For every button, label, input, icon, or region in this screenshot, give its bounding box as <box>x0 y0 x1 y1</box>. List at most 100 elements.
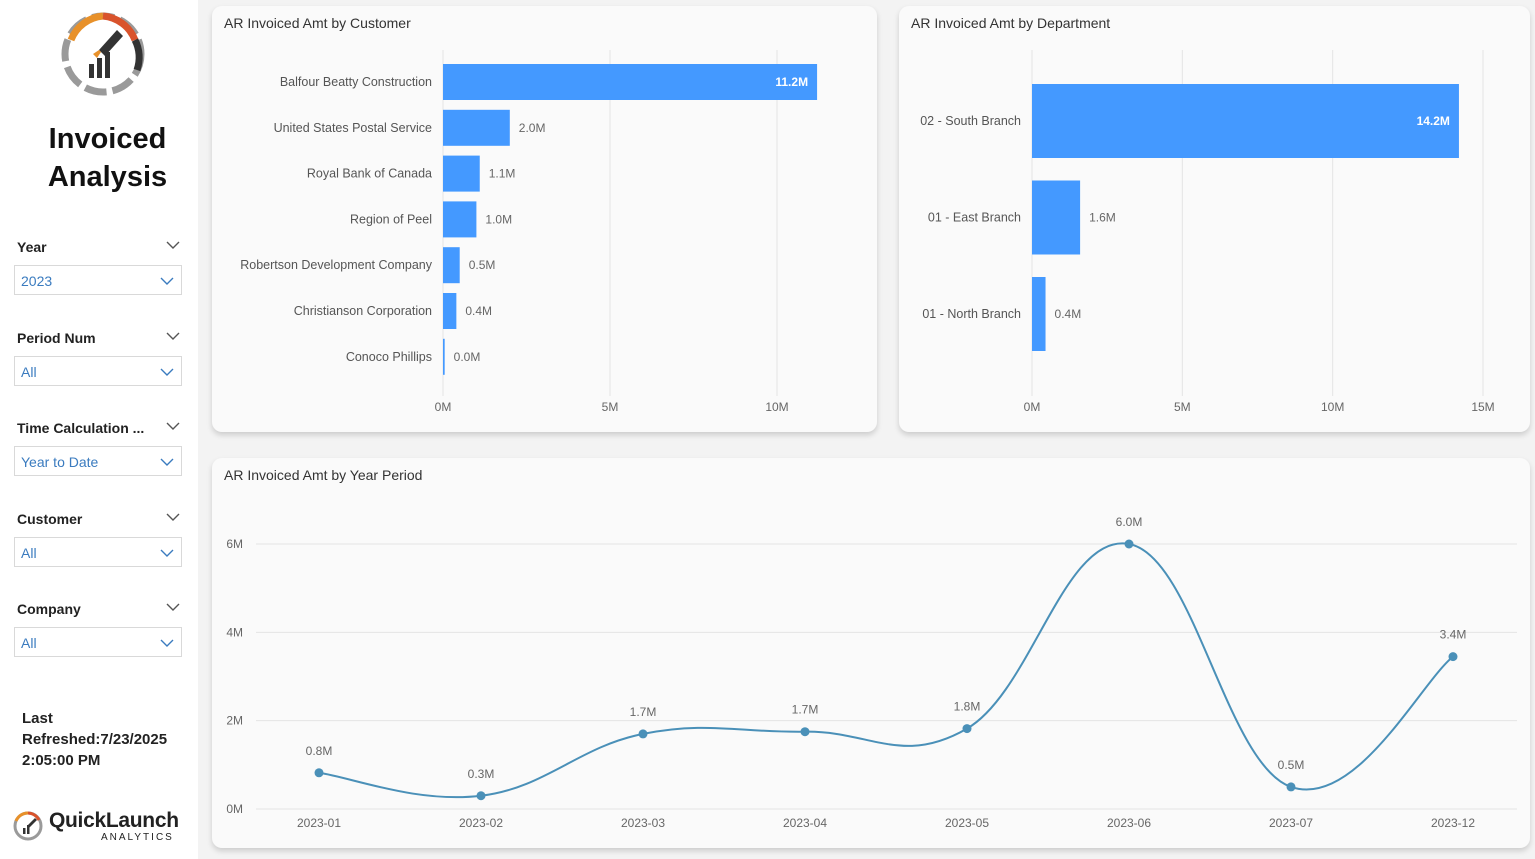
data-label: 1.6M <box>1089 211 1116 225</box>
chevron-down-icon <box>160 549 174 557</box>
x-tick-label: 2023-01 <box>297 816 341 830</box>
refreshed-line2: Refreshed:7/23/2025 <box>22 731 168 748</box>
category-label: 01 - East Branch <box>928 211 1021 225</box>
customer-bar-chart: 0M 5M 10M Balfour Beatty Construction 11.2M U… <box>240 50 818 414</box>
data-point <box>1124 539 1134 549</box>
data-label: 11.2M <box>775 75 808 89</box>
category-label: Balfour Beatty Construction <box>280 75 432 89</box>
data-point <box>638 729 648 739</box>
category-label: Region of Peel <box>350 212 432 226</box>
year-period-line-chart-card: AR Invoiced Amt by Year Period 0M 2M 4M 6M 0… <box>212 458 1530 848</box>
data-label: 1.8M <box>954 700 981 714</box>
data-label: 1.7M <box>630 705 657 719</box>
data-point <box>1448 652 1458 662</box>
chevron-down-icon[interactable] <box>166 240 180 250</box>
company-slicer-label: Company <box>17 601 81 617</box>
department-bar-chart-card: AR Invoiced Amt by Department 0M 5M 10M 15M… <box>899 6 1530 432</box>
data-label: 0.5M <box>1278 758 1305 772</box>
customer-chart-title: AR Invoiced Amt by Customer <box>224 15 411 31</box>
filter-sidebar: Invoiced Analysis Year 2023 Period Num A… <box>0 0 198 859</box>
x-tick-label: 10M <box>1321 400 1344 414</box>
data-label: 1.0M <box>485 212 512 226</box>
data-point <box>962 724 972 734</box>
year-slicer-label: Year <box>17 239 47 255</box>
data-label: 0.4M <box>1055 307 1082 321</box>
x-tick-label: 5M <box>1174 400 1191 414</box>
series-line <box>318 542 1454 799</box>
x-tick-label: 2023-02 <box>459 816 503 830</box>
data-label: 14.2M <box>1417 114 1450 128</box>
category-label: Robertson Development Company <box>240 258 433 272</box>
year-dropdown-value: 2023 <box>21 273 53 289</box>
bar <box>443 155 480 192</box>
chevron-down-icon[interactable] <box>166 331 180 341</box>
brand-logo: QuickLaunch ANALYTICS <box>12 806 192 846</box>
chevron-down-icon <box>160 639 174 647</box>
data-label: 3.4M <box>1440 628 1467 642</box>
bar <box>443 247 460 284</box>
data-label: 0.5M <box>469 258 496 272</box>
data-label: 2.0M <box>519 121 546 135</box>
rocket-logo-icon <box>13 811 43 841</box>
rocket-logo-icon <box>61 12 145 96</box>
data-label: 1.7M <box>792 703 819 717</box>
category-label: Christianson Corporation <box>294 304 432 318</box>
company-dropdown-value: All <box>21 635 37 651</box>
chevron-down-icon <box>160 277 174 285</box>
bar <box>443 109 510 146</box>
last-refreshed-text: Last Refreshed:7/23/2025 2:05:00 PM <box>22 708 192 771</box>
year-period-line-chart: 0M 2M 4M 6M 0.8M 2023-01 0.3M 2023-02 1.7M 2023-0… <box>226 515 1517 830</box>
bar <box>1032 277 1046 351</box>
data-label: 1.1M <box>489 167 516 181</box>
y-tick-label: 2M <box>226 714 243 728</box>
refreshed-line3: 2:05:00 PM <box>22 752 101 769</box>
bar <box>443 201 477 238</box>
page-title-line2: Analysis <box>47 161 168 193</box>
x-tick-label: 2023-04 <box>783 816 827 830</box>
customer-bar-chart-card: AR Invoiced Amt by Customer 0M 5M 10M Balfo… <box>212 6 877 432</box>
data-label: 0.8M <box>306 744 333 758</box>
company-dropdown[interactable]: All <box>14 627 182 657</box>
x-tick-label: 2023-06 <box>1107 816 1151 830</box>
chevron-down-icon <box>160 458 174 466</box>
time-calculation-dropdown[interactable]: Year to Date <box>14 446 182 476</box>
time-calculation-dropdown-value: Year to Date <box>21 454 99 470</box>
x-tick-label: 0M <box>435 400 452 414</box>
chevron-down-icon[interactable] <box>166 421 180 431</box>
period-num-slicer-label: Period Num <box>17 330 96 346</box>
bar <box>443 293 457 329</box>
data-point <box>476 791 486 801</box>
y-tick-label: 4M <box>226 625 243 639</box>
chevron-down-icon <box>160 368 174 376</box>
x-tick-label: 5M <box>602 400 619 414</box>
bar <box>1032 84 1459 158</box>
y-tick-label: 6M <box>226 537 243 551</box>
y-tick-label: 0M <box>226 802 243 816</box>
page-title-line1: Invoiced <box>48 123 167 155</box>
period-num-dropdown-value: All <box>21 364 37 380</box>
refreshed-line1: Last <box>22 710 53 727</box>
data-label: 0.0M <box>454 350 481 364</box>
x-tick-label: 15M <box>1471 400 1494 414</box>
period-num-dropdown[interactable]: All <box>14 356 182 386</box>
customer-dropdown-value: All <box>21 545 37 561</box>
brand-name: QuickLaunch <box>49 809 179 832</box>
brand-subtitle: ANALYTICS <box>101 832 174 843</box>
customer-dropdown[interactable]: All <box>14 537 182 567</box>
category-label: Conoco Phillips <box>346 350 432 364</box>
year-dropdown[interactable]: 2023 <box>14 265 182 295</box>
chevron-down-icon[interactable] <box>166 512 180 522</box>
x-tick-label: 2023-12 <box>1431 816 1475 830</box>
time-calculation-slicer-label: Time Calculation ... <box>17 420 145 436</box>
department-bar-chart: 0M 5M 10M 15M 02 - South Branch 14.2M 01 - Eas… <box>920 50 1495 414</box>
data-point <box>800 727 810 737</box>
year-period-chart-title: AR Invoiced Amt by Year Period <box>224 467 423 483</box>
x-tick-label: 2023-03 <box>621 816 665 830</box>
x-tick-label: 2023-05 <box>945 816 989 830</box>
chevron-down-icon[interactable] <box>166 602 180 612</box>
category-label: 02 - South Branch <box>920 114 1021 128</box>
department-chart-title: AR Invoiced Amt by Department <box>911 15 1111 31</box>
category-label: Royal Bank of Canada <box>307 167 432 181</box>
x-tick-label: 0M <box>1024 400 1041 414</box>
data-point <box>314 768 324 778</box>
